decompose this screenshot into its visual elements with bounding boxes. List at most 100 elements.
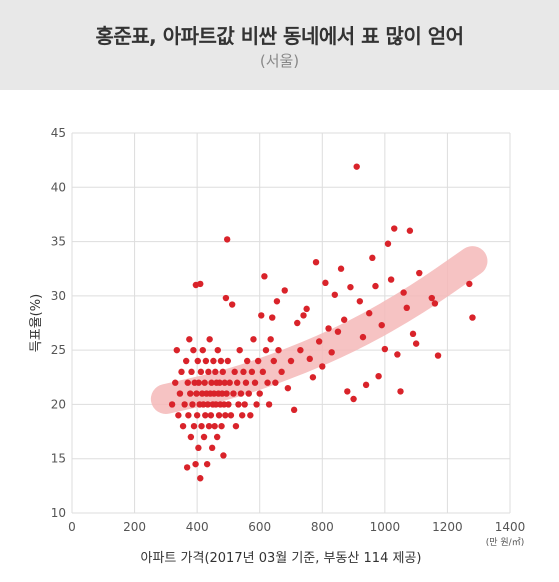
- data-point: [212, 368, 219, 376]
- data-point: [228, 301, 236, 308]
- data-point: [269, 314, 276, 321]
- data-point: [258, 312, 265, 319]
- data-point: [214, 346, 221, 354]
- data-point: [218, 390, 226, 397]
- data-point: [309, 374, 317, 381]
- data-point: [362, 381, 370, 389]
- data-point: [434, 352, 442, 359]
- data-point: [182, 357, 190, 365]
- data-point: [198, 390, 206, 397]
- data-point: [210, 357, 217, 365]
- data-point: [244, 357, 251, 365]
- data-point: [224, 357, 232, 365]
- data-point: [240, 368, 247, 376]
- data-point: [223, 236, 231, 243]
- data-point: [466, 280, 473, 288]
- data-point: [281, 287, 288, 294]
- data-point: [248, 368, 256, 376]
- data-point: [175, 412, 182, 419]
- data-point: [210, 390, 218, 397]
- data-point: [206, 336, 213, 343]
- data-point: [220, 452, 227, 459]
- data-point: [261, 273, 268, 280]
- data-point: [187, 390, 194, 397]
- data-point: [188, 368, 195, 376]
- data-point: [303, 305, 310, 313]
- y-tick-label: 40: [51, 180, 66, 194]
- x-axis-label: 아파트 가격(2017년 03월 기준, 부동산 114 제공): [141, 551, 422, 566]
- data-point: [315, 338, 323, 345]
- data-point: [207, 412, 215, 419]
- x-tick-label: 400: [186, 520, 209, 534]
- data-point: [226, 379, 233, 386]
- data-point: [359, 333, 367, 341]
- data-point: [216, 379, 223, 386]
- data-point: [287, 357, 295, 365]
- data-point: [267, 336, 274, 343]
- data-point: [369, 254, 376, 262]
- data-point: [259, 368, 267, 376]
- data-point: [294, 319, 301, 327]
- data-point: [378, 321, 385, 329]
- data-point: [205, 368, 212, 376]
- y-tick-label: 30: [51, 289, 66, 303]
- data-point: [403, 304, 410, 311]
- data-point: [213, 433, 221, 441]
- data-point: [381, 345, 389, 353]
- data-point: [200, 433, 208, 441]
- data-point: [200, 401, 207, 408]
- data-point: [218, 422, 225, 430]
- data-point: [245, 390, 252, 397]
- data-point: [201, 379, 208, 386]
- data-point: [254, 357, 262, 365]
- grid-lines: [71, 132, 511, 514]
- axes: 10 15 20 25 30 35 40 45 0 200 400 600 800 1000 1200 140…: [51, 126, 526, 534]
- chart-subtitle: (서울): [259, 52, 300, 70]
- data-point: [356, 298, 364, 305]
- data-point: [387, 276, 395, 283]
- data-point: [397, 388, 404, 395]
- y-tick-label: 45: [51, 126, 66, 140]
- data-point: [197, 475, 204, 482]
- data-point: [202, 412, 209, 419]
- data-point: [273, 298, 281, 305]
- data-point: [227, 412, 235, 419]
- data-point: [217, 357, 225, 365]
- data-point: [275, 346, 282, 354]
- data-point: [270, 357, 277, 365]
- data-point: [205, 422, 213, 430]
- data-point: [199, 346, 206, 354]
- data-point: [193, 412, 201, 419]
- x-axis-unit: (만 원/㎡): [486, 537, 524, 548]
- data-point: [428, 294, 435, 302]
- y-axis-label: 득표율(%): [29, 294, 44, 352]
- data-point: [187, 433, 195, 441]
- data-point: [344, 388, 351, 395]
- data-point: [300, 312, 307, 319]
- data-point: [278, 368, 285, 376]
- data-point: [256, 390, 263, 397]
- data-point: [264, 379, 271, 386]
- x-tick-label: 0: [68, 520, 76, 534]
- data-point: [212, 401, 220, 408]
- x-tick-label: 200: [123, 520, 146, 534]
- data-point: [337, 265, 345, 272]
- title-banner: 홍준표, 아파트값 비싼 동네에서 표 많이 얻어 (서울): [0, 0, 559, 90]
- data-point: [168, 401, 176, 408]
- data-point: [208, 444, 216, 452]
- trend-line: [150, 246, 488, 414]
- data-point: [235, 401, 242, 408]
- data-point: [334, 328, 342, 335]
- data-point: [238, 412, 246, 419]
- data-point: [172, 379, 179, 386]
- data-point: [211, 422, 218, 430]
- data-point: [350, 395, 357, 403]
- data-point: [394, 351, 401, 358]
- data-point: [178, 368, 185, 376]
- data-point: [262, 346, 270, 354]
- data-point: [306, 355, 313, 363]
- data-point: [202, 357, 210, 365]
- data-point: [233, 379, 241, 386]
- data-point: [406, 227, 414, 234]
